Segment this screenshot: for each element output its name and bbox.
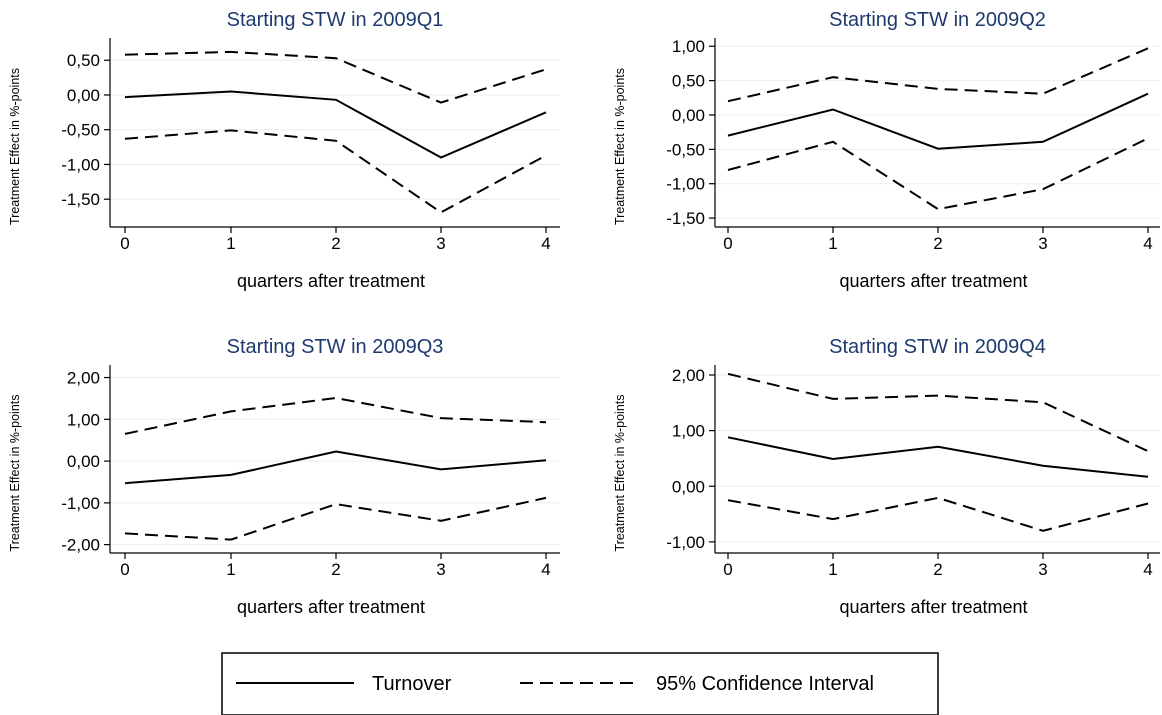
y-tick-label: -1,00	[666, 533, 705, 552]
x-tick-label: 3	[1038, 560, 1047, 579]
x-tick-label: 0	[723, 234, 732, 253]
panels: Starting STW in 2009Q1 0,50 0,00 -0,50 -1,00…	[8, 9, 1160, 617]
legend: Turnover 95% Confidence Interval	[221, 652, 939, 715]
ci-upper-line	[727, 47, 1149, 103]
x-tick-label: 0	[723, 560, 732, 579]
y-axis-label: Treatment Effect in %-points	[613, 68, 627, 225]
ci-lower-line	[124, 129, 547, 214]
x-tick-label: 4	[541, 234, 550, 253]
y-axis-label: Treatment Effect in %-points	[613, 394, 627, 551]
x-tick-label: 4	[541, 560, 550, 579]
legend-ci-label: 95% Confidence Interval	[656, 673, 874, 695]
y-tick-label: -0,50	[666, 140, 705, 159]
y-tick-label: -1,00	[61, 494, 100, 513]
y-tick-label: 2,00	[672, 366, 705, 385]
x-tick-label: 0	[120, 234, 129, 253]
turnover-line	[727, 436, 1149, 478]
y-tick-label: 0,50	[672, 72, 705, 91]
ci-lower-line	[727, 137, 1149, 211]
y-tick-label: 0,00	[672, 106, 705, 125]
legend-turnover-label: Turnover	[372, 673, 452, 695]
x-tick-label: 3	[1038, 234, 1047, 253]
turnover-line	[124, 90, 547, 159]
y-axis-label: Treatment Effect in %-points	[8, 68, 22, 225]
ci-upper-line	[727, 372, 1149, 453]
y-tick-label: 0,00	[672, 477, 705, 496]
y-axis-label: Treatment Effect in %-points	[8, 394, 22, 551]
chart-panel-3: Starting STW in 2009Q3 2,00 1,00 0,00 -1,00 -…	[8, 336, 560, 617]
chart-title: Starting STW in 2009Q1	[227, 9, 444, 31]
y-tick-label: 1,00	[672, 37, 705, 56]
y-tick-label: 1,00	[67, 410, 100, 429]
y-tick-label: 0,00	[67, 86, 100, 105]
y-tick-label: 0,50	[67, 51, 100, 70]
x-tick-label: 0	[120, 560, 129, 579]
turnover-line	[727, 92, 1149, 150]
x-axis-label: quarters after treatment	[237, 597, 425, 617]
y-tick-label: -1,50	[666, 209, 705, 228]
x-tick-label: 1	[226, 560, 235, 579]
chart-title: Starting STW in 2009Q3	[227, 336, 444, 358]
ci-lower-line	[124, 496, 547, 541]
x-tick-label: 2	[331, 560, 340, 579]
x-axis-label: quarters after treatment	[839, 597, 1027, 617]
ci-upper-line	[124, 50, 547, 104]
x-axis-label: quarters after treatment	[237, 271, 425, 291]
ci-upper-line	[124, 396, 547, 435]
x-tick-label: 4	[1143, 234, 1152, 253]
y-tick-label: -1,00	[61, 155, 100, 174]
chart-panel-1: Starting STW in 2009Q1 0,50 0,00 -0,50 -1,00…	[8, 9, 560, 291]
x-tick-label: 1	[828, 560, 837, 579]
x-tick-label: 4	[1143, 560, 1152, 579]
x-tick-label: 1	[226, 234, 235, 253]
chart-title: Starting STW in 2009Q4	[829, 336, 1046, 358]
ci-lower-line	[727, 496, 1149, 532]
y-tick-label: 0,00	[67, 452, 100, 471]
y-tick-label: -0,50	[61, 121, 100, 140]
y-tick-label: -1,50	[61, 190, 100, 209]
x-tick-label: 2	[331, 234, 340, 253]
x-axis-label: quarters after treatment	[839, 271, 1027, 291]
y-tick-label: 2,00	[67, 369, 100, 388]
x-tick-label: 3	[436, 560, 445, 579]
x-tick-label: 3	[436, 234, 445, 253]
chart-panel-4: Starting STW in 2009Q4 2,00 1,00 0,00 -1,00 0…	[613, 336, 1160, 617]
turnover-line	[124, 450, 547, 485]
y-tick-label: -1,00	[666, 175, 705, 194]
x-tick-label: 2	[933, 560, 942, 579]
y-tick-label: -2,00	[61, 536, 100, 555]
x-tick-label: 2	[933, 234, 942, 253]
chart-panel-2: Starting STW in 2009Q2 1,00 0,50 0,00 -0,50 -…	[613, 9, 1160, 291]
x-tick-label: 1	[828, 234, 837, 253]
chart-title: Starting STW in 2009Q2	[829, 9, 1046, 31]
y-tick-label: 1,00	[672, 422, 705, 441]
